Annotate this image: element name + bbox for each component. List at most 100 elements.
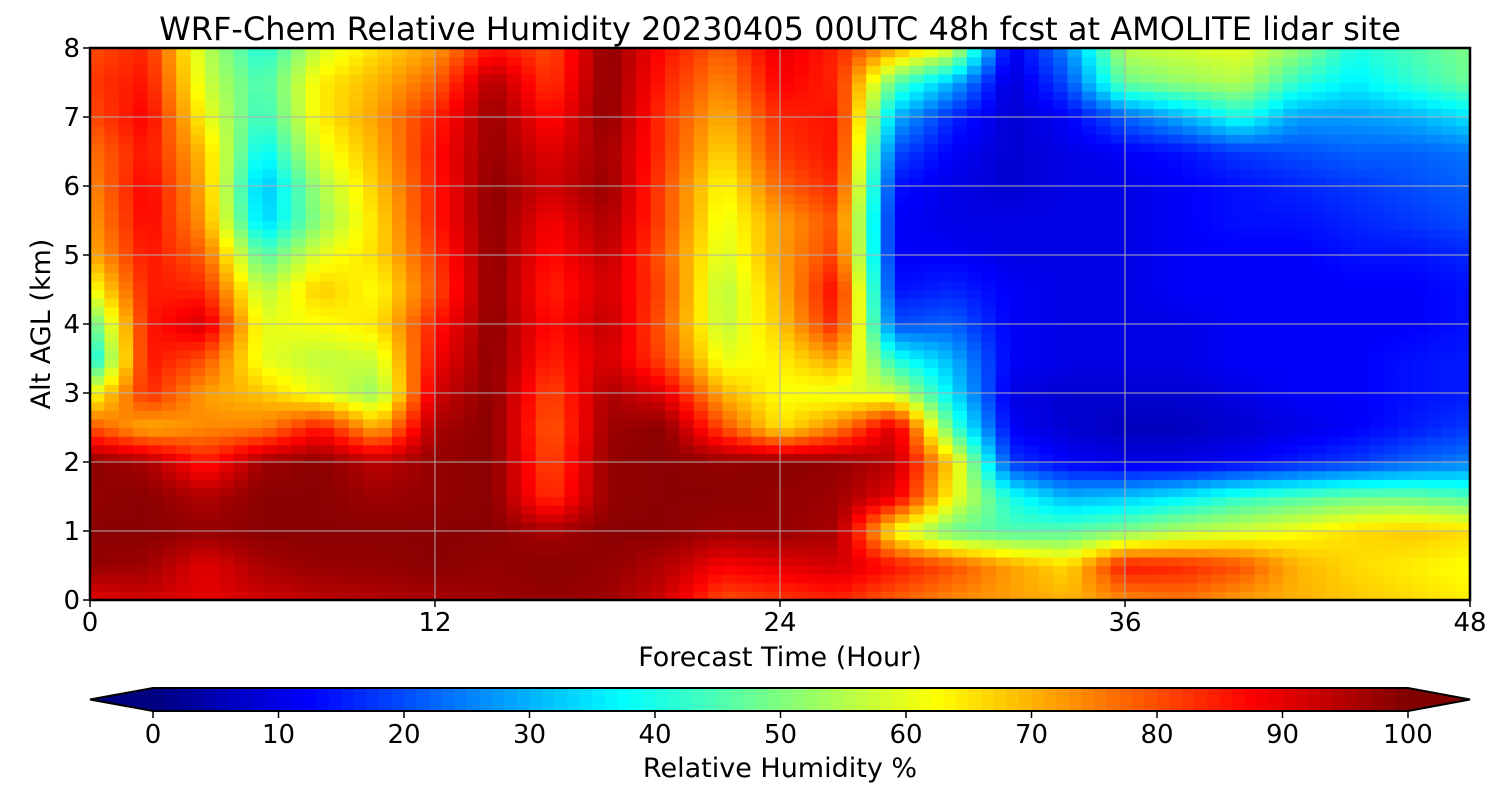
heatmap-cell (780, 487, 795, 498)
heatmap-cell (636, 539, 652, 549)
heatmap-cell (492, 211, 508, 222)
heatmap-cell (133, 436, 149, 446)
heatmap-cell (219, 444, 235, 454)
heatmap-cell (1398, 505, 1414, 515)
heatmap-cell (348, 505, 364, 515)
heatmap-cell (506, 272, 522, 282)
heatmap-cell (1412, 444, 1428, 454)
heatmap-cell (219, 462, 235, 472)
heatmap-cell (205, 246, 220, 256)
heatmap-cell (1455, 160, 1471, 170)
heatmap-cell (1010, 582, 1025, 592)
heatmap-cell (981, 410, 997, 420)
heatmap-cell (1153, 556, 1169, 567)
heatmap-cell (995, 237, 1011, 247)
heatmap-cell (1254, 332, 1270, 342)
heatmap-cell (1340, 246, 1356, 256)
heatmap-cell (176, 272, 192, 282)
heatmap-cell (780, 203, 795, 213)
heatmap-cell (1053, 272, 1069, 282)
heatmap-cell (636, 479, 652, 489)
heatmap-cell (1110, 470, 1126, 480)
heatmap-cell (1211, 479, 1227, 489)
heatmap-cell (780, 462, 795, 472)
heatmap-cell (521, 298, 537, 308)
heatmap-cell (1383, 246, 1399, 256)
heatmap-cell (478, 418, 494, 429)
heatmap-cell (104, 203, 120, 213)
heatmap-cell (837, 582, 853, 592)
heatmap-cell (636, 470, 652, 480)
heatmap-cell (650, 324, 666, 334)
heatmap-cell (923, 151, 939, 161)
heatmap-cell (1168, 505, 1184, 515)
heatmap-cell (952, 255, 968, 265)
heatmap-cell (219, 496, 235, 506)
heatmap-cell (1225, 444, 1241, 454)
heatmap-cell (176, 539, 192, 549)
heatmap-cell (363, 358, 379, 368)
heatmap-cell (377, 393, 393, 403)
heatmap-cell (1326, 168, 1342, 178)
heatmap-cell (1053, 479, 1069, 489)
heatmap-cell (1426, 522, 1442, 532)
heatmap-cell (1297, 315, 1313, 325)
heatmap-cell (1196, 203, 1212, 213)
heatmap-cell (1067, 565, 1083, 575)
heatmap-cell (320, 229, 335, 239)
heatmap-cell (1383, 160, 1399, 170)
heatmap-cell (923, 194, 939, 204)
heatmap-cell (1398, 272, 1414, 282)
heatmap-cell (564, 341, 580, 351)
heatmap-cell (1297, 427, 1313, 437)
heatmap-cell (1081, 539, 1097, 549)
heatmap-cell (205, 444, 220, 454)
heatmap-cell (1254, 177, 1270, 187)
heatmap-cell (693, 211, 709, 222)
heatmap-cell (607, 470, 623, 480)
heatmap-cell (1081, 548, 1097, 558)
heatmap-cell (521, 410, 537, 420)
heatmap-cell (823, 556, 839, 567)
heatmap-cell (1168, 332, 1184, 342)
heatmap-cell (679, 349, 695, 360)
heatmap-cell (1455, 255, 1471, 265)
heatmap-cell (851, 384, 867, 394)
heatmap-cell (1182, 496, 1198, 506)
heatmap-cell (291, 453, 307, 463)
heatmap-cell (736, 393, 752, 403)
heatmap-cell (550, 194, 565, 204)
heatmap-cell (1297, 548, 1313, 558)
heatmap-cell (1283, 505, 1299, 515)
heatmap-cell (492, 298, 508, 308)
heatmap-cell (909, 280, 925, 291)
heatmap-cell (938, 582, 954, 592)
heatmap-cell (233, 160, 249, 170)
heatmap-cell (607, 513, 623, 523)
heatmap-cell (406, 237, 422, 247)
heatmap-cell (794, 522, 810, 532)
heatmap-cell (535, 427, 551, 437)
heatmap-cell (1383, 341, 1399, 351)
heatmap-cell (478, 289, 494, 299)
heatmap-cell (550, 289, 565, 299)
heatmap-cell (938, 358, 954, 368)
heatmap-cell (808, 548, 824, 558)
heatmap-cell (492, 496, 508, 506)
heatmap-cell (1053, 177, 1069, 187)
heatmap-cell (679, 591, 695, 601)
heatmap-cell (118, 177, 134, 187)
heatmap-cell (1196, 332, 1212, 342)
heatmap-cell (363, 548, 379, 558)
heatmap-cell (492, 246, 508, 256)
heatmap-cell (104, 306, 120, 316)
heatmap-cell (593, 556, 609, 567)
heatmap-cell (1182, 479, 1198, 489)
heatmap-cell (1297, 375, 1313, 385)
heatmap-cell (118, 255, 134, 265)
heatmap-cell (1139, 229, 1155, 239)
heatmap-cell (837, 548, 853, 558)
heatmap-cell (1441, 487, 1457, 498)
heatmap-cell (708, 522, 724, 532)
heatmap-cell (449, 565, 465, 575)
